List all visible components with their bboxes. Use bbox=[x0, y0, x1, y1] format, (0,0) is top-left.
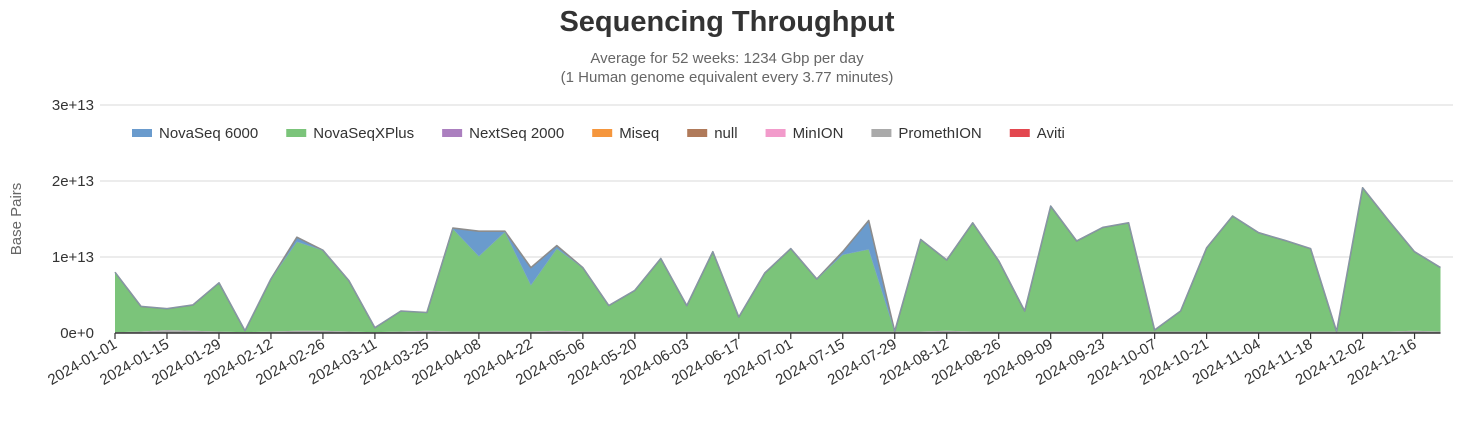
legend-item-promethion[interactable]: PromethION bbox=[871, 125, 982, 142]
area-novaseqxplus bbox=[115, 187, 1441, 333]
legend-item-minion[interactable]: MinION bbox=[765, 125, 844, 142]
legend-item-novaseqxplus[interactable]: NovaSeqXPlus bbox=[286, 125, 414, 142]
legend-label: Miseq bbox=[619, 125, 659, 142]
legend-label: NextSeq 2000 bbox=[469, 125, 564, 142]
area-series bbox=[114, 186, 1441, 333]
legend-swatch bbox=[765, 129, 786, 137]
legend-item-novaseq-6000[interactable]: NovaSeq 6000 bbox=[132, 125, 258, 142]
chart-subtitle-line-2: (1 Human genome equivalent every 3.77 mi… bbox=[561, 69, 894, 86]
legend-swatch bbox=[286, 129, 307, 137]
legend-item-aviti[interactable]: Aviti bbox=[1009, 125, 1065, 142]
legend-swatch bbox=[132, 129, 152, 137]
legend-swatch bbox=[871, 129, 892, 137]
y-tick-label: 1e+13 bbox=[52, 249, 94, 266]
legend-label: Aviti bbox=[1037, 125, 1065, 142]
legend-label: NovaSeq 6000 bbox=[159, 125, 258, 142]
y-axis-label: Base Pairs bbox=[8, 183, 25, 256]
legend-swatch bbox=[442, 129, 463, 137]
legend-label: PromethION bbox=[898, 125, 981, 142]
legend-label: MinION bbox=[793, 125, 844, 142]
legend[interactable]: NovaSeq 6000 NovaSeqXPlus NextSeq 2000 Mise… bbox=[132, 125, 1065, 142]
legend-label: NovaSeqXPlus bbox=[313, 125, 414, 142]
legend-swatch bbox=[687, 129, 708, 137]
chart-title: Sequencing Throughput bbox=[559, 6, 894, 38]
legend-item-nextseq-2000[interactable]: NextSeq 2000 bbox=[442, 125, 564, 142]
inner-outline bbox=[114, 186, 1441, 333]
legend-swatch bbox=[1009, 129, 1030, 137]
y-tick-label: 2e+13 bbox=[52, 173, 94, 190]
chart-subtitle-line-1: Average for 52 weeks: 1234 Gbp per day bbox=[590, 50, 864, 67]
legend-label: null bbox=[714, 125, 737, 142]
y-tick-label: 3e+13 bbox=[52, 97, 94, 114]
y-tick-label: 0e+0 bbox=[60, 325, 94, 342]
legend-item-miseq[interactable]: Miseq bbox=[592, 125, 659, 142]
legend-swatch bbox=[592, 129, 613, 137]
legend-item-null[interactable]: null bbox=[687, 125, 738, 142]
